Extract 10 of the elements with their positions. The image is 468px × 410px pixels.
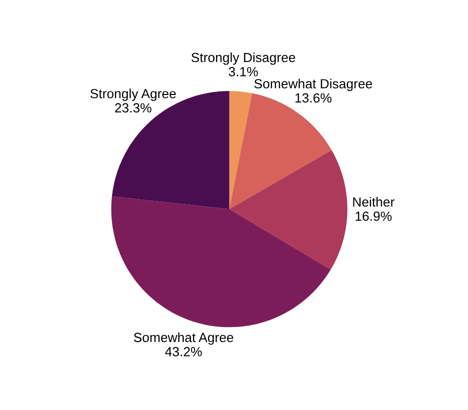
slice-label: Somewhat Disagree xyxy=(254,78,372,92)
data-label: 43.2% xyxy=(165,347,202,356)
data-label: 13.6% xyxy=(295,93,332,103)
data-label: 16.9% xyxy=(356,212,392,221)
data-label: 3.1% xyxy=(228,67,258,76)
slice-label: Strongly Agree xyxy=(90,88,176,101)
data-label: 23.3% xyxy=(115,103,152,113)
slice-label: Neither xyxy=(353,196,394,207)
slice-label: Strongly Disagree xyxy=(191,52,296,65)
slice-label: Somewhat Agree xyxy=(134,332,234,345)
